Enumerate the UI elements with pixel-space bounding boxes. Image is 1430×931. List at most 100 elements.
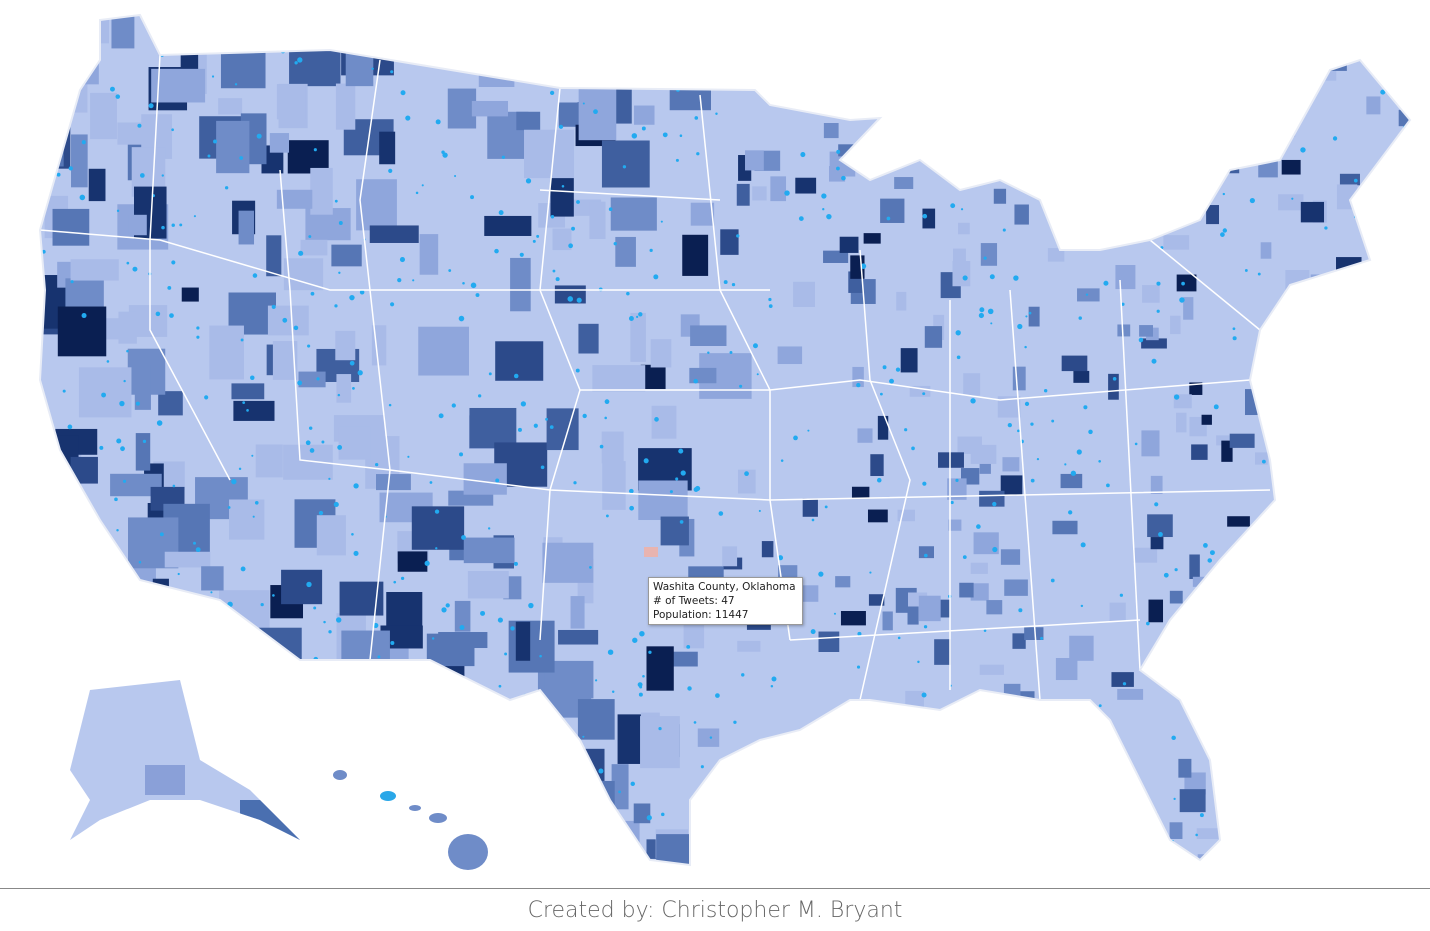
county[interactable] (231, 383, 265, 400)
county[interactable] (1082, 758, 1098, 777)
county[interactable] (938, 452, 964, 468)
county[interactable] (601, 140, 650, 188)
county[interactable] (1291, 291, 1306, 310)
county[interactable] (948, 519, 962, 531)
county[interactable] (1147, 514, 1173, 538)
county[interactable] (1169, 158, 1182, 174)
county[interactable] (578, 88, 617, 141)
county[interactable] (1419, 816, 1430, 828)
county[interactable] (909, 731, 923, 755)
county[interactable] (1059, 193, 1073, 219)
county[interactable] (1392, 707, 1404, 722)
county[interactable] (770, 176, 787, 202)
county[interactable] (209, 325, 244, 380)
county[interactable] (963, 846, 983, 866)
county[interactable] (1148, 599, 1164, 623)
county[interactable] (1419, 154, 1430, 175)
county[interactable] (271, 710, 305, 741)
county[interactable] (556, 817, 595, 861)
county[interactable] (289, 811, 325, 844)
county[interactable] (515, 621, 531, 661)
county[interactable] (381, 764, 436, 785)
county[interactable] (1133, 175, 1153, 190)
county[interactable] (907, 603, 919, 625)
county[interactable] (795, 177, 817, 194)
county[interactable] (78, 539, 106, 564)
county[interactable] (1170, 315, 1181, 335)
county[interactable] (689, 367, 717, 384)
county[interactable] (967, 125, 985, 151)
county[interactable] (1052, 520, 1078, 535)
county[interactable] (1121, 80, 1144, 94)
county[interactable] (1300, 385, 1313, 405)
county[interactable] (1292, 673, 1317, 697)
county[interactable] (558, 629, 599, 645)
county[interactable] (1369, 473, 1384, 491)
county[interactable] (970, 444, 997, 464)
county[interactable] (1050, 85, 1062, 110)
county[interactable] (283, 258, 324, 291)
county[interactable] (430, 717, 474, 770)
county[interactable] (114, 657, 137, 682)
county[interactable] (1227, 516, 1250, 527)
county[interactable] (1165, 87, 1181, 111)
county[interactable] (1221, 440, 1233, 462)
county[interactable] (253, 644, 285, 673)
county[interactable] (617, 714, 642, 764)
county[interactable] (534, 785, 562, 823)
county[interactable] (752, 186, 767, 201)
county[interactable] (1368, 428, 1385, 446)
county[interactable] (41, 639, 90, 667)
county[interactable] (310, 167, 333, 215)
county[interactable] (372, 684, 404, 733)
county[interactable] (419, 234, 439, 275)
county[interactable] (1147, 866, 1165, 885)
county[interactable] (1132, 36, 1147, 52)
county[interactable] (1123, 67, 1139, 87)
county[interactable] (1083, 183, 1098, 208)
county[interactable] (510, 257, 531, 312)
county[interactable] (919, 862, 934, 879)
county[interactable] (1140, 817, 1156, 832)
county[interactable] (1150, 537, 1164, 550)
county[interactable] (1299, 733, 1324, 756)
county[interactable] (1178, 758, 1192, 778)
county[interactable] (1000, 475, 1023, 495)
county[interactable] (1402, 768, 1427, 784)
county[interactable] (220, 37, 266, 89)
county[interactable] (386, 591, 423, 629)
county[interactable] (558, 756, 602, 806)
county[interactable] (656, 834, 704, 875)
county[interactable] (1334, 399, 1357, 414)
county[interactable] (276, 189, 313, 209)
county[interactable] (1073, 370, 1090, 383)
county[interactable] (857, 428, 873, 443)
county[interactable] (1176, 412, 1187, 433)
county[interactable] (1358, 738, 1380, 760)
county[interactable] (1035, 45, 1053, 70)
county[interactable] (840, 611, 866, 626)
county[interactable] (1272, 569, 1290, 584)
county[interactable] (216, 120, 250, 174)
county[interactable] (1339, 469, 1355, 494)
county[interactable] (722, 546, 738, 567)
county[interactable] (1272, 617, 1285, 641)
county[interactable] (837, 751, 863, 767)
county[interactable] (1363, 518, 1378, 529)
county[interactable] (1262, 647, 1282, 671)
county[interactable] (469, 407, 517, 449)
county[interactable] (1329, 602, 1349, 615)
county[interactable] (1315, 387, 1336, 414)
county[interactable] (550, 171, 574, 217)
county[interactable] (508, 620, 555, 673)
county[interactable] (1241, 735, 1253, 754)
county[interactable] (340, 862, 390, 885)
county[interactable] (879, 49, 905, 69)
county[interactable] (1061, 355, 1088, 372)
county[interactable] (110, 473, 162, 497)
county[interactable] (894, 177, 914, 189)
county[interactable] (602, 461, 626, 510)
county[interactable] (1117, 688, 1144, 700)
county[interactable] (1090, 160, 1103, 176)
county[interactable] (957, 100, 972, 113)
